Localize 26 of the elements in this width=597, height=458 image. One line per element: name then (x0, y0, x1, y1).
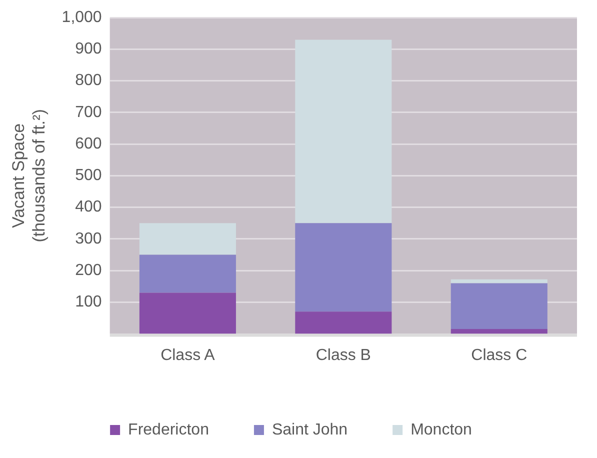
y-tick-label: 900 (75, 40, 102, 58)
bar (139, 223, 236, 255)
bar (295, 312, 392, 334)
x-tick-label: Class C (471, 346, 528, 364)
y-tick-label: 700 (75, 104, 102, 121)
legend-label: Saint John (272, 421, 348, 438)
y-tick-label: 400 (75, 198, 102, 216)
y-tick-label: 1,000 (62, 9, 102, 26)
x-tick-label: Class A (160, 346, 216, 364)
bar (450, 279, 548, 284)
bar (295, 40, 392, 224)
legend-label: Moncton (410, 421, 472, 438)
bar (295, 223, 392, 312)
y-tick-label: 300 (75, 230, 102, 248)
bar (450, 283, 548, 330)
legend-label: Fredericton (128, 421, 209, 438)
bar (139, 292, 236, 334)
y-tick-label: 100 (75, 294, 102, 311)
bar (450, 329, 548, 334)
y-tick-label: 500 (75, 167, 102, 184)
x-tick-label: Class B (316, 346, 371, 364)
y-tick-label: 800 (75, 72, 102, 90)
y-tick-label: 600 (75, 135, 102, 152)
y-tick-label: 200 (75, 262, 102, 279)
y-axis-title: Vacant Space (thousands of ft.²) (8, 109, 48, 242)
bar (139, 254, 236, 293)
